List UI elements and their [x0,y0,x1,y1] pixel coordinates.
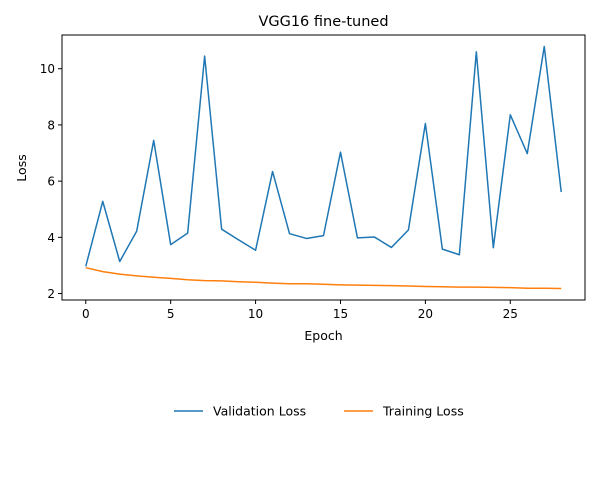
series-line-1 [85,45,562,267]
y-axis: 2 4 6 8 10 [40,62,62,301]
x-tick-label: 15 [333,307,348,321]
x-tick-label: 0 [82,307,90,321]
series-line-2 [85,266,562,290]
legend: Validation Loss Training Loss [174,404,464,419]
chart-title: VGG16 fine-tuned [258,14,388,30]
series-layer [85,45,562,290]
x-axis-label: Epoch [304,328,342,343]
x-tick-label: 25 [503,307,518,321]
x-tick-label: 10 [248,307,263,321]
plot-frame [61,34,586,301]
y-tick-label: 4 [47,231,55,245]
x-tick-label: 20 [418,307,433,321]
x-axis: 0 5 10 15 20 25 [82,300,518,321]
y-tick-label: 10 [40,62,55,76]
y-tick-label: 2 [47,287,55,301]
plot-area [61,34,586,301]
legend-label-1: Validation Loss [213,404,306,419]
y-axis-label: Loss [14,154,29,181]
y-tick-label: 6 [47,175,55,189]
x-tick-label: 5 [167,307,175,321]
legend-label-2: Training Loss [382,404,464,419]
y-tick-label: 8 [47,118,55,132]
